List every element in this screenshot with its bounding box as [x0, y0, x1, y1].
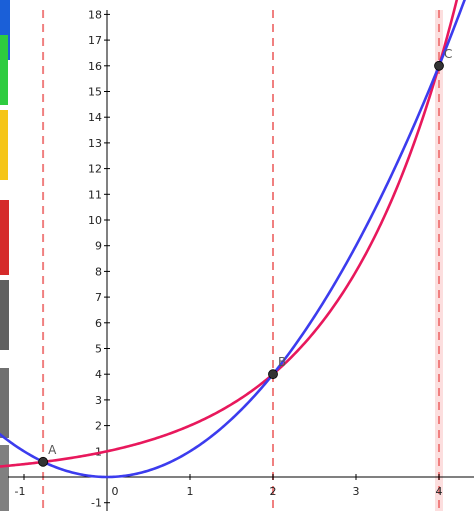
curve-series-1 [0, 0, 459, 468]
x-tick-label: -1 [15, 485, 26, 498]
y-tick-label: -1 [91, 497, 102, 510]
point-A [38, 456, 48, 467]
y-tick-label: 2 [95, 420, 102, 433]
y-tick-label: 18 [88, 8, 102, 21]
x-tick-label: 1 [187, 485, 194, 498]
point-B [268, 369, 278, 380]
point-label-B: B [278, 355, 286, 369]
curves [0, 0, 466, 479]
x-tick-label: 4 [436, 485, 443, 498]
thumbnail-yellow[interactable] [0, 110, 8, 180]
point-label-A: A [48, 443, 57, 457]
y-tick-label: 8 [95, 265, 102, 278]
y-tick-label: 12 [88, 163, 102, 176]
y-tick-label: 9 [95, 240, 102, 253]
y-tick-label: 17 [88, 34, 102, 47]
thumbnail-blue[interactable] [0, 0, 10, 60]
y-tick-label: 7 [95, 291, 102, 304]
thumbnail-gray-1[interactable] [0, 280, 9, 350]
thumbnail-gray-2[interactable] [0, 368, 9, 438]
x-tick-label: 2 [270, 485, 277, 498]
y-tick-label: 16 [88, 60, 102, 73]
y-tick-label: 10 [88, 214, 102, 227]
thumbnail-red[interactable] [0, 200, 9, 275]
y-tick-label: 4 [95, 368, 102, 381]
y-tick-label: 14 [88, 111, 102, 124]
x-tick-label: 0 [112, 485, 119, 498]
points: A B C [38, 47, 452, 467]
y-tick-label: 15 [88, 86, 102, 99]
y-tick-label: 6 [95, 317, 102, 330]
y-tick-label: 11 [88, 188, 102, 201]
left-thumbnail-strip [0, 0, 10, 511]
guide-band [435, 10, 443, 511]
point-label-C: C [444, 47, 452, 61]
point-C [434, 60, 444, 71]
y-tick-label: 5 [95, 343, 102, 356]
thumbnail-green[interactable] [0, 35, 8, 105]
y-tick-label: 13 [88, 137, 102, 150]
curve-series-2 [0, 0, 466, 479]
y-tick-label: 3 [95, 394, 102, 407]
guide-lines [42, 10, 443, 511]
thumbnail-gray-3[interactable] [0, 445, 9, 511]
x-tick-label: 3 [353, 485, 360, 498]
